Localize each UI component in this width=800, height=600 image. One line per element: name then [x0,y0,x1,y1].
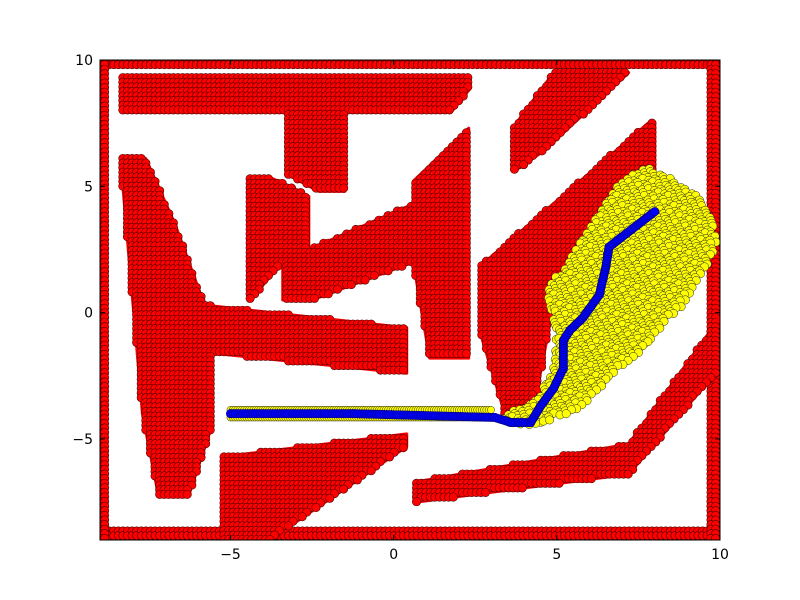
obstacle-point [297,512,307,522]
obstacle-point [311,502,321,512]
obstacle-point [339,183,349,193]
obstacle-point [339,484,349,494]
obstacle-point [323,289,333,299]
obstacle-point [333,284,343,294]
obstacle-point [352,475,362,485]
obstacle-point [283,521,293,531]
obstacle-point [360,275,370,285]
obstacle-point [383,266,393,276]
obstacle-point [182,489,192,499]
obstacle-point [397,261,407,271]
obstacle-point [369,270,379,280]
obstacle-point [398,365,408,375]
obstacle-point [366,466,376,476]
obstacle-point [398,443,408,453]
obstacle-point [325,493,335,503]
obstacle-point [310,293,320,303]
obstacle-point [385,452,395,462]
obstacle-point [346,280,356,290]
obstacle-point [444,105,454,115]
obstacle-point [461,349,471,359]
obstacle-point [245,293,255,303]
